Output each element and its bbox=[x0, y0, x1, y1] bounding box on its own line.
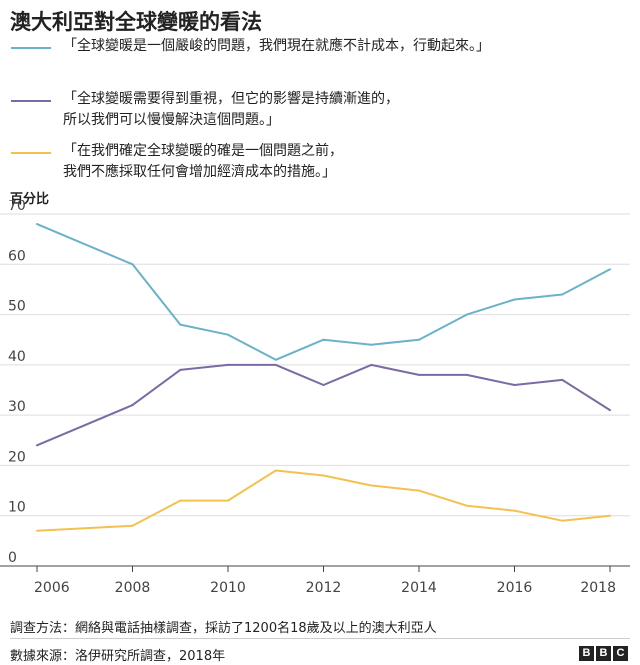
series-line-3 bbox=[36, 469, 611, 532]
legend-entry-3-line-2: 我們不應採取任何會增加經濟成本的措施。」 bbox=[63, 164, 336, 180]
data-point bbox=[561, 519, 564, 522]
data-point bbox=[370, 363, 373, 366]
legend-entry-2: 「全球變暖需要得到重視，但它的影響是持續漸進的， 所以我們可以慢慢解決這個問題。… bbox=[63, 89, 399, 131]
legend-line-1 bbox=[11, 47, 51, 49]
data-point bbox=[274, 469, 277, 472]
legend-entry-3: 「在我們確定全球變暖的確是一個問題之前， 我們不應採取任何會增加經濟成本的措施。… bbox=[63, 141, 343, 183]
y-tick-label: 20 bbox=[8, 449, 26, 465]
line-chart: 0 10 20 30 40 50 60 70 2006 2008 2010 2012 2014 2016 2… bbox=[0, 200, 630, 596]
data-point bbox=[179, 368, 182, 371]
y-axis-label: 百分比 bbox=[10, 192, 50, 207]
y-tick-label: 0 bbox=[8, 550, 17, 566]
chart-title: 澳大利亞對全球變暖的看法 bbox=[10, 10, 262, 34]
data-point bbox=[179, 323, 182, 326]
data-point bbox=[36, 223, 38, 226]
data-point bbox=[465, 373, 468, 376]
data-point bbox=[36, 444, 38, 447]
data-point bbox=[561, 293, 564, 296]
data-point bbox=[513, 509, 516, 512]
x-tick-label: 2012 bbox=[306, 580, 342, 596]
y-tick-label: 10 bbox=[8, 500, 26, 516]
data-point bbox=[370, 484, 373, 487]
data-point bbox=[322, 338, 325, 341]
legend-entry-1-line-1: 「全球變暖是一個嚴峻的問題，我們現在就應不計成本，行動起來。」 bbox=[63, 38, 490, 54]
data-point bbox=[418, 373, 420, 376]
x-tick-label: 2008 bbox=[115, 580, 151, 596]
data-point bbox=[465, 313, 468, 316]
data-point bbox=[131, 263, 134, 266]
x-tick-label: 2018 bbox=[580, 580, 616, 596]
data-point bbox=[227, 363, 229, 366]
bbc-logo-letter: B bbox=[596, 646, 611, 661]
data-point bbox=[322, 474, 325, 477]
y-tick-label: 40 bbox=[8, 349, 26, 365]
method-note: 調查方法：網絡與電話抽樣調查，採訪了1200名18歲及以上的澳大利亞人 bbox=[10, 621, 437, 636]
data-point bbox=[227, 333, 229, 336]
data-point bbox=[609, 409, 611, 412]
data-point bbox=[609, 514, 611, 517]
data-point bbox=[179, 499, 182, 502]
y-tick-label: 30 bbox=[8, 399, 26, 415]
series-line-1 bbox=[36, 223, 611, 361]
y-tick-label: 60 bbox=[8, 248, 26, 264]
x-tick-label: 2010 bbox=[210, 580, 246, 596]
data-point bbox=[418, 489, 420, 492]
data-point bbox=[274, 363, 277, 366]
data-point bbox=[609, 268, 611, 271]
legend-entry-2-line-2: 所以我們可以慢慢解決這個問題。」 bbox=[63, 112, 280, 128]
legend-entry-3-line-1: 「在我們確定全球變暖的確是一個問題之前， bbox=[63, 143, 343, 159]
bbc-logo-letter: B bbox=[579, 646, 594, 661]
bbc-logo-letter: C bbox=[613, 646, 628, 661]
y-tick-label: 70 bbox=[8, 200, 26, 214]
footer-divider bbox=[10, 638, 630, 639]
data-point bbox=[418, 338, 420, 341]
legend-line-2 bbox=[11, 100, 51, 102]
x-tick-label: 2014 bbox=[401, 580, 437, 596]
legend-entry-2-line-1: 「全球變暖需要得到重視，但它的影響是持續漸進的， bbox=[63, 91, 399, 107]
data-point bbox=[274, 358, 277, 361]
legend-entry-1: 「全球變暖是一個嚴峻的問題，我們現在就應不計成本，行動起來。」 bbox=[63, 36, 490, 57]
data-point bbox=[227, 499, 229, 502]
bbc-logo: B B C bbox=[579, 646, 628, 661]
data-point bbox=[561, 378, 564, 381]
source-note: 數據來源：洛伊研究所調查，2018年 bbox=[10, 649, 226, 664]
x-tick-label: 2006 bbox=[34, 580, 70, 596]
x-tick-label: 2016 bbox=[497, 580, 533, 596]
data-point bbox=[513, 298, 516, 301]
data-point bbox=[131, 524, 134, 527]
data-point bbox=[36, 529, 38, 532]
data-point bbox=[322, 383, 325, 386]
legend-line-3 bbox=[11, 152, 51, 154]
data-point bbox=[370, 343, 373, 346]
series-line-2 bbox=[36, 363, 611, 447]
y-tick-label: 50 bbox=[8, 299, 26, 315]
data-point bbox=[131, 404, 134, 407]
data-point bbox=[465, 504, 468, 507]
data-point bbox=[513, 383, 516, 386]
